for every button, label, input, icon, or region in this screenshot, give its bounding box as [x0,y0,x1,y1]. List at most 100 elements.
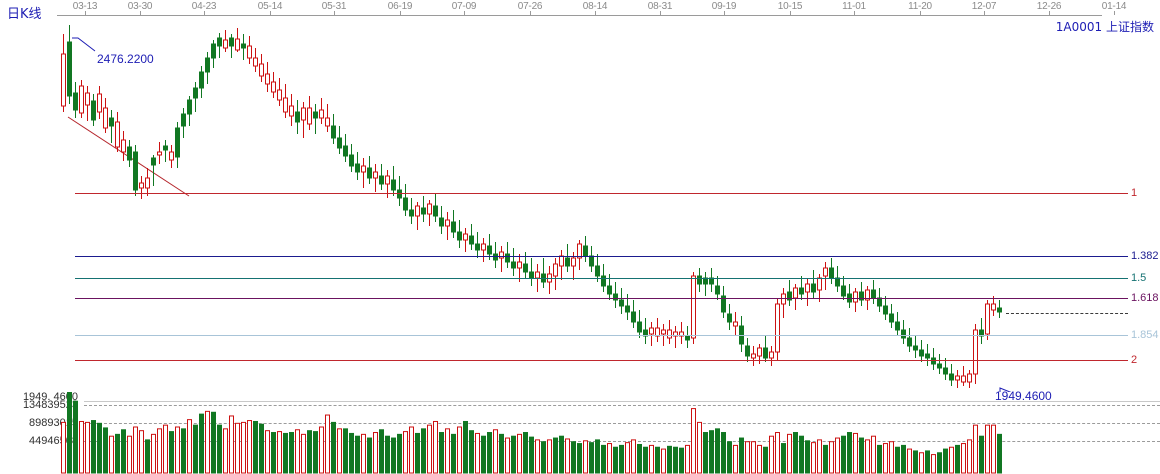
candlestick[interactable] [157,142,162,164]
volume-bar[interactable] [301,433,306,474]
volume-bar[interactable] [151,433,156,474]
candlestick[interactable] [205,52,210,84]
candlestick[interactable] [307,96,312,130]
volume-bar[interactable] [61,421,66,474]
volume-bar[interactable] [79,420,84,474]
candlestick[interactable] [679,322,684,344]
volume-bar[interactable] [541,441,546,474]
volume-bar[interactable] [481,435,486,474]
candlestick[interactable] [181,108,186,138]
candlestick[interactable] [895,312,900,336]
candlestick[interactable] [979,318,984,344]
volume-bar[interactable] [271,432,276,474]
volume-bar[interactable] [979,435,984,474]
candlestick[interactable] [97,86,102,119]
volume-bar[interactable] [577,443,582,474]
fib-level-line[interactable] [75,298,1128,299]
volume-bar[interactable] [751,441,756,474]
volume-bar[interactable] [91,420,96,474]
candlestick[interactable] [709,268,714,292]
candlestick[interactable] [967,370,972,388]
candlestick[interactable] [235,28,240,52]
volume-bar[interactable] [901,444,906,474]
volume-bar[interactable] [433,420,438,474]
volume-bar[interactable] [283,432,288,474]
candlestick[interactable] [103,98,108,133]
candlestick[interactable] [541,258,546,288]
candlestick[interactable] [835,266,840,292]
candlestick[interactable] [217,33,222,58]
candlestick[interactable] [409,198,414,224]
volume-bar[interactable] [313,431,318,474]
volume-bar[interactable] [991,424,996,474]
candlestick[interactable] [907,328,912,352]
candlestick[interactable] [271,72,276,98]
candlestick[interactable] [793,284,798,310]
volume-bar[interactable] [775,432,780,474]
candlestick[interactable] [151,155,156,186]
candlestick[interactable] [403,184,408,216]
candlestick[interactable] [847,284,852,308]
volume-bar[interactable] [235,422,240,474]
candlestick[interactable] [775,298,780,360]
candlestick[interactable] [619,288,624,314]
candlestick[interactable] [109,110,114,143]
fib-level-line[interactable] [75,360,1128,361]
candlestick[interactable] [703,272,708,296]
candlestick[interactable] [841,276,846,300]
volume-bar[interactable] [487,432,492,474]
volume-bar[interactable] [295,429,300,474]
candlestick[interactable] [133,145,138,196]
volume-bar[interactable] [73,400,78,474]
fib-level-line[interactable] [75,193,1128,194]
volume-bar[interactable] [625,442,630,474]
candlestick[interactable] [67,25,72,104]
candlestick[interactable] [943,358,948,380]
volume-bar[interactable] [499,433,504,474]
candlestick[interactable] [319,98,324,124]
volume-bar[interactable] [685,444,690,474]
volume-bar[interactable] [319,426,324,474]
volume-bar[interactable] [355,435,360,474]
volume-bar[interactable] [553,437,558,474]
candlestick[interactable] [445,212,450,240]
volume-bar[interactable] [709,430,714,474]
volume-bar[interactable] [811,442,816,474]
volume-bar[interactable] [601,444,606,474]
candlestick[interactable] [295,100,300,134]
volume-bar[interactable] [145,439,150,474]
volume-bar[interactable] [331,421,336,474]
volume-bar[interactable] [961,443,966,474]
candlestick[interactable] [667,320,672,344]
volume-bars-plot[interactable] [0,392,1160,474]
candlestick[interactable] [811,270,816,298]
volume-bar[interactable] [307,430,312,474]
volume-bar[interactable] [679,447,684,474]
candlestick[interactable] [397,176,402,206]
candlestick[interactable] [553,258,558,290]
volume-bar[interactable] [589,442,594,474]
candlestick[interactable] [361,158,366,188]
candlestick[interactable] [169,145,174,168]
volume-bar[interactable] [745,441,750,474]
candlestick[interactable] [427,200,432,226]
volume-bar[interactable] [133,426,138,474]
fib-level-line[interactable] [75,256,1128,257]
volume-bar[interactable] [187,419,192,474]
volume-bar[interactable] [493,429,498,474]
volume-bar[interactable] [865,439,870,474]
candlestick[interactable] [61,34,66,112]
volume-bar[interactable] [829,441,834,474]
candlestick[interactable] [871,280,876,304]
volume-bar[interactable] [787,433,792,474]
volume-bar[interactable] [325,414,330,474]
volume-bar[interactable] [385,435,390,474]
candlestick[interactable] [613,282,618,308]
candlestick[interactable] [751,346,756,366]
volume-bar[interactable] [613,446,618,474]
volume-bar[interactable] [229,415,234,474]
candlestick[interactable] [757,344,762,364]
candlestick[interactable] [925,344,930,366]
candlestick[interactable] [655,318,660,342]
volume-bar[interactable] [703,432,708,474]
